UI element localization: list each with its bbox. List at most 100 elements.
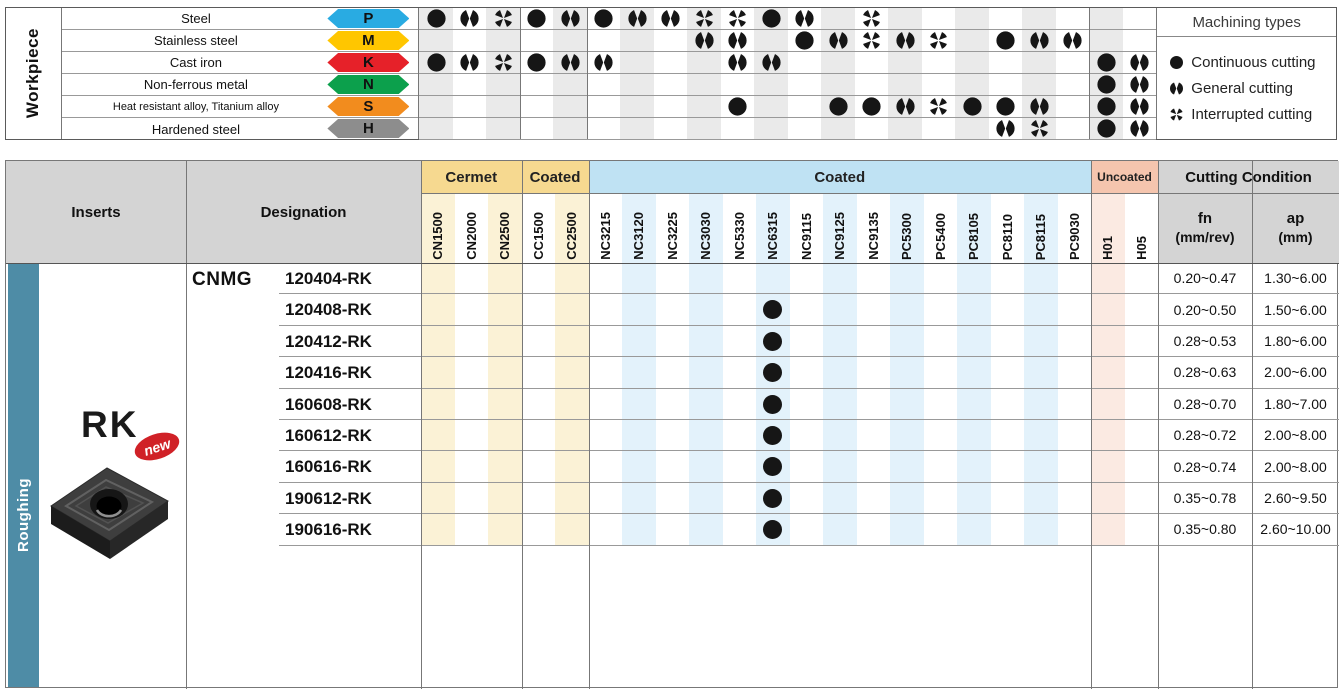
machinability-cell xyxy=(486,74,520,95)
machinability-cell xyxy=(855,30,889,51)
iso-class-letter: P xyxy=(363,10,374,27)
machinability-cell xyxy=(922,118,955,139)
legend-item: Interrupted cutting xyxy=(1169,106,1336,123)
grade-column-CC2500: CC2500 xyxy=(564,212,580,260)
workpiece-name: Stainless steel xyxy=(154,33,238,48)
machinability-row-S xyxy=(419,96,1157,118)
designation-cell: 120416-RK xyxy=(279,357,421,389)
grade-stripe xyxy=(957,193,991,546)
designation-cell: 120404-RK xyxy=(279,263,421,295)
cutting-condition-row: 0.28~0.70 1.80~7.00 xyxy=(1158,389,1339,420)
machinability-cell xyxy=(754,30,788,51)
designation-column-header: Designation xyxy=(186,161,421,263)
fn-header-cell: fn (mm/rev) xyxy=(1158,193,1252,263)
grade-availability-row xyxy=(421,514,1158,546)
ap-header: ap xyxy=(1286,209,1305,227)
fn-value: 0.35~0.80 xyxy=(1173,521,1237,538)
grade-column-NC6315: NC6315 xyxy=(765,212,781,260)
machinability-cell xyxy=(654,118,688,139)
fn-value: 0.20~0.47 xyxy=(1173,270,1237,287)
grade-stripe xyxy=(555,193,589,546)
continuous-cutting-icon xyxy=(996,97,1015,116)
legend-item-label: Continuous cutting xyxy=(1191,53,1316,71)
machinability-cell xyxy=(788,30,822,51)
machinability-row-P xyxy=(419,8,1157,30)
designation-cell: 120408-RK xyxy=(279,294,421,326)
general-cutting-icon xyxy=(1130,74,1149,95)
machinability-cell xyxy=(1123,96,1157,117)
designation-cell: 120412-RK xyxy=(279,326,421,358)
cutting-condition-header: Cutting Condition xyxy=(1158,161,1339,193)
grade-column-CN2500: CN2500 xyxy=(497,212,513,260)
general-cutting-icon xyxy=(1130,118,1149,139)
general-cutting-icon xyxy=(728,30,747,51)
workpiece-row-H: Hardened steel H xyxy=(62,118,418,140)
machinability-cell xyxy=(888,8,922,29)
cutting-condition-row: 0.28~0.72 2.00~8.00 xyxy=(1158,420,1339,452)
general-cutting-icon xyxy=(1029,30,1049,51)
machining-types-legend: Machining types Continuous cutting Genera… xyxy=(1156,8,1337,139)
machinability-cell xyxy=(1089,96,1123,117)
grade-stripe xyxy=(1024,193,1058,546)
legend-item: General cutting xyxy=(1169,80,1336,97)
machinability-cell xyxy=(1056,30,1090,51)
machinability-row-M xyxy=(419,30,1157,52)
available-grade-dot-NC6315 xyxy=(763,488,783,508)
machinability-cell xyxy=(989,96,1023,117)
cutting-condition-row: 0.28~0.74 2.00~8.00 xyxy=(1158,451,1339,483)
designation-prefix: CNMG xyxy=(192,269,253,290)
grade-column-CC1500: CC1500 xyxy=(530,212,546,260)
grade-group-uncoated: Uncoated xyxy=(1091,161,1158,193)
workpiece-name: Non-ferrous metal xyxy=(143,77,248,92)
machinability-cell xyxy=(1123,74,1157,95)
ap-value: 1.80~6.00 xyxy=(1264,332,1327,349)
machinability-cell xyxy=(788,8,822,29)
machinability-cell xyxy=(587,8,621,29)
machinability-cell xyxy=(989,74,1023,95)
machinability-cell xyxy=(788,52,822,73)
grade-availability-row xyxy=(421,357,1158,389)
machinability-cell xyxy=(754,8,788,29)
legend-item-label: General cutting xyxy=(1191,79,1294,97)
machinability-cell xyxy=(453,96,487,117)
iso-class-badge-P: P xyxy=(327,9,410,28)
machinability-cell xyxy=(888,30,922,51)
grade-availability-row xyxy=(421,483,1158,515)
machinability-cell xyxy=(419,74,452,95)
designation-cell: 160612-RK xyxy=(279,420,421,452)
workpiece-row-N: Non-ferrous metal N xyxy=(61,74,419,96)
general-cutting-icon xyxy=(1170,80,1184,96)
available-grade-dot-NC6315 xyxy=(763,425,783,445)
machinability-cell xyxy=(1022,30,1055,51)
machinability-cell xyxy=(855,118,889,139)
machinability-cell xyxy=(754,96,788,117)
machinability-cell xyxy=(1123,118,1157,139)
grade-column-NC9125: NC9125 xyxy=(832,212,848,260)
interrupted-cutting-icon xyxy=(861,30,883,51)
machinability-cell xyxy=(654,52,688,73)
continuous-cutting-icon xyxy=(594,9,613,28)
workpiece-row-K: Cast iron K xyxy=(61,52,419,74)
interrupted-cutting-icon xyxy=(928,96,950,117)
grade-availability-row xyxy=(421,294,1158,326)
fn-value: 0.28~0.72 xyxy=(1173,427,1237,444)
general-cutting-icon xyxy=(627,8,647,29)
general-cutting-icon xyxy=(1130,96,1149,117)
grade-availability-row xyxy=(421,389,1158,420)
designation-cell: 190612-RK xyxy=(279,483,421,515)
machinability-cell xyxy=(654,74,688,95)
grade-stripe xyxy=(622,193,656,546)
machinability-cell xyxy=(654,30,688,51)
continuous-cutting-icon xyxy=(527,9,546,28)
machinability-cell xyxy=(821,8,854,29)
machinability-cell xyxy=(1123,30,1157,51)
machinability-cell xyxy=(1056,118,1090,139)
workpiece-label-cell: Workpiece xyxy=(6,8,62,139)
fn-unit: (mm/rev) xyxy=(1175,228,1235,245)
machinability-cell xyxy=(620,52,653,73)
grade-group-coated: Coated xyxy=(521,161,589,193)
workpiece-name: Steel xyxy=(181,11,211,26)
machinability-cell xyxy=(520,8,553,29)
machinability-cell xyxy=(955,118,989,139)
designation-cell: 190616-RK xyxy=(279,514,421,546)
